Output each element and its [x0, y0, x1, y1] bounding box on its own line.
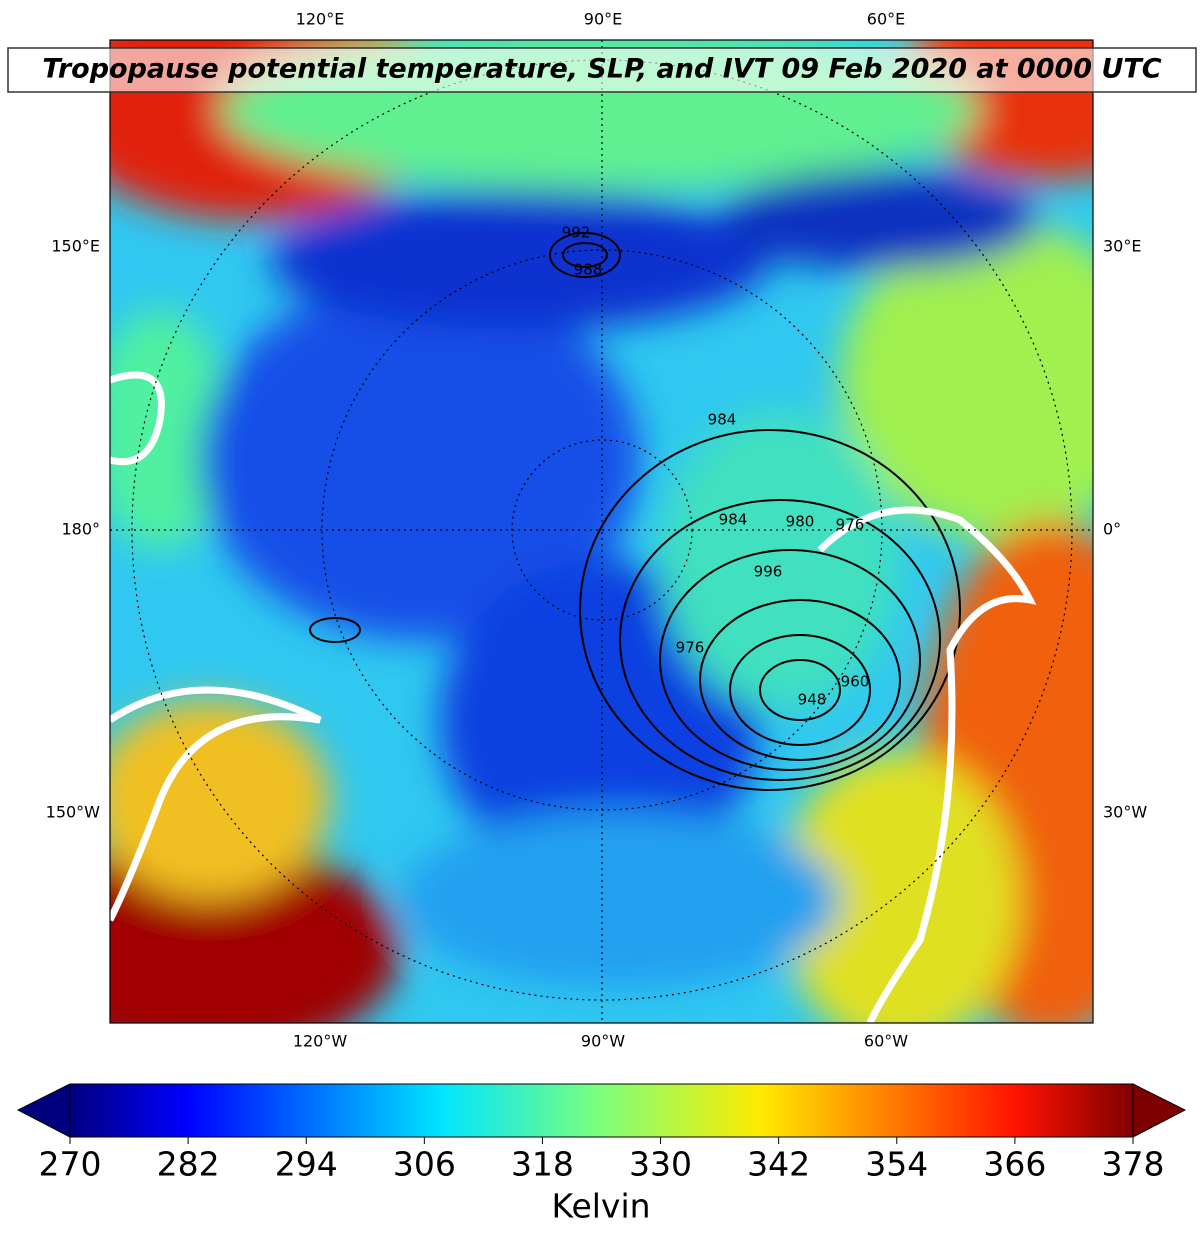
colorbar-tick-label: 354 — [865, 1145, 928, 1184]
contour-label: 980 — [786, 513, 815, 531]
colorbar-tick-label: 342 — [747, 1145, 810, 1184]
contour-label: 988 — [574, 261, 603, 279]
colorbar-frame — [69, 1083, 1134, 1138]
colorbar-tick-label: 306 — [393, 1145, 456, 1184]
colorbar-tick-label: 366 — [983, 1145, 1046, 1184]
colorbar-tick-label: 294 — [275, 1145, 338, 1184]
contour-label: 960 — [841, 673, 870, 691]
lon-label: 60°W — [864, 1032, 908, 1051]
colorbar-tick-label: 270 — [39, 1145, 102, 1184]
contour-label: 984 — [708, 411, 737, 429]
map-frame — [109, 39, 1094, 1024]
colorbar-tick-label: 330 — [629, 1145, 692, 1184]
colorbar-label: Kelvin — [551, 1187, 650, 1226]
colorbar-extend-high — [1132, 1083, 1187, 1138]
lat-label: 180° — [61, 520, 100, 539]
map — [110, 40, 1093, 1023]
lon-label: 60°E — [867, 10, 905, 29]
lat-label: 30°W — [1103, 803, 1147, 822]
colorbar-tick-label: 282 — [157, 1145, 220, 1184]
contour-label: 976 — [676, 639, 705, 657]
contour-labels: 992 988 984 980 976 984 996 948 960 976 — [562, 224, 870, 709]
colorbar-tick-label: 378 — [1102, 1145, 1165, 1184]
title: Tropopause potential temperature, SLP, a… — [42, 54, 1161, 85]
colorbar-gradient — [70, 1084, 1133, 1137]
colorbar: Kelvin 270 282 294 306 318 330 342 354 366 378 — [16, 1083, 1187, 1226]
lon-label: 90°W — [581, 1032, 625, 1051]
lat-label: 150°W — [46, 803, 101, 822]
lon-label: 120°W — [293, 1032, 348, 1051]
title-box — [7, 47, 1197, 93]
lon-label: 90°E — [584, 10, 622, 29]
contour-label: 976 — [836, 516, 865, 534]
contour-label: 996 — [754, 563, 783, 581]
contour-label: 992 — [562, 224, 591, 242]
lat-label: 30°E — [1103, 237, 1141, 256]
lon-labels: 120°E 90°E 60°E 120°W 90°W 60°W 150°E 180° 150°W… — [46, 10, 1148, 1051]
lat-label: 150°E — [51, 237, 100, 256]
lon-label: 120°E — [296, 10, 345, 29]
contour-label: 984 — [719, 511, 748, 529]
colorbar-tick-label: 318 — [511, 1145, 574, 1184]
colorbar-extend-low — [16, 1083, 71, 1138]
lat-label: 0° — [1103, 520, 1121, 539]
contour-label: 948 — [798, 691, 827, 709]
